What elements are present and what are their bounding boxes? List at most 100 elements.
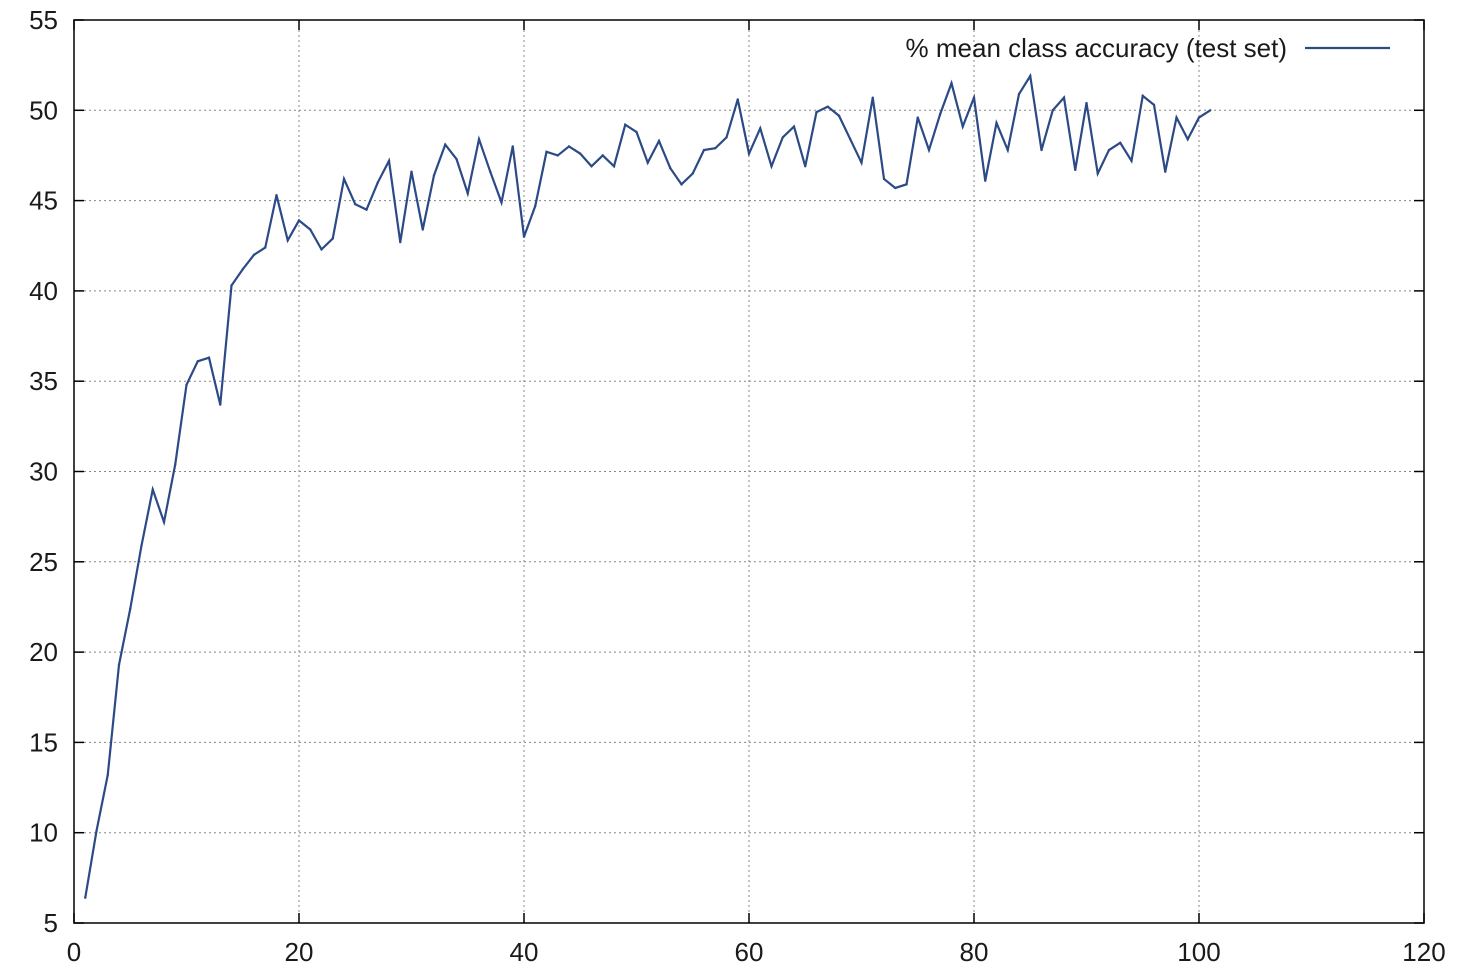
data-point: [129, 607, 132, 610]
data-point: [725, 136, 728, 139]
data-point: [117, 663, 121, 666]
data-point: [657, 139, 661, 143]
data-point: [905, 183, 908, 186]
data-point: [1175, 116, 1178, 119]
data-point: [579, 152, 582, 155]
data-point: [601, 154, 604, 157]
data-point: [939, 112, 942, 116]
data-point: [714, 147, 717, 150]
data-point: [792, 125, 796, 128]
data-point: [770, 165, 773, 168]
data-point: [1164, 170, 1167, 173]
data-point: [489, 170, 492, 173]
data-point: [894, 186, 897, 190]
y-tick-label: 20: [29, 637, 58, 667]
data-point: [500, 201, 503, 204]
data-point: [1209, 109, 1212, 112]
series-line: [84, 72, 1211, 898]
data-point: [691, 172, 694, 175]
data-point: [84, 896, 87, 899]
data-point: [219, 403, 222, 406]
data-point: [387, 159, 391, 163]
data-point: [1029, 74, 1032, 78]
data-point: [646, 161, 649, 164]
data-point: [545, 150, 548, 154]
data-point: [567, 145, 571, 148]
data-point: [759, 127, 762, 130]
data-point: [151, 488, 154, 491]
data-point: [849, 138, 852, 141]
y-tick-label: 55: [29, 5, 58, 35]
data-point: [871, 96, 874, 99]
data-point: [331, 237, 334, 240]
data-point: [995, 121, 998, 125]
data-point: [972, 96, 976, 99]
data-point: [376, 181, 379, 184]
data-point: [252, 253, 256, 256]
data-point: [837, 114, 841, 117]
data-point: [320, 248, 323, 251]
data-point: [174, 463, 177, 466]
data-point: [1051, 109, 1054, 112]
data-point: [140, 544, 143, 547]
data-point: [747, 152, 751, 155]
data-point: [1040, 148, 1043, 152]
data-point: [635, 130, 638, 134]
data-point: [882, 177, 886, 181]
data-point: [230, 284, 233, 287]
data-point: [207, 356, 211, 359]
data-point: [950, 82, 953, 85]
x-tick-label: 80: [960, 937, 989, 967]
data-point: [455, 157, 458, 161]
data-point: [95, 829, 98, 833]
data-point: [624, 123, 627, 126]
data-point: [1119, 141, 1122, 145]
data-point: [534, 204, 537, 208]
data-point: [421, 228, 424, 231]
data-point: [342, 177, 346, 181]
y-tick-label: 15: [29, 727, 58, 757]
x-tick-label: 120: [1402, 937, 1445, 967]
data-point: [1107, 148, 1111, 152]
y-tick-label: 25: [29, 547, 58, 577]
y-tick-label: 10: [29, 818, 58, 848]
data-point: [1062, 96, 1066, 99]
y-tick-label: 30: [29, 457, 58, 487]
data-point: [522, 235, 526, 238]
x-tick-label: 100: [1177, 937, 1220, 967]
data-point: [612, 165, 616, 168]
data-point: [916, 116, 919, 119]
data-point: [162, 520, 166, 524]
y-tick-label: 5: [44, 908, 58, 938]
data-point: [702, 148, 706, 152]
data-point: [185, 383, 188, 387]
y-tick-label: 50: [29, 95, 58, 125]
x-tick-label: 0: [67, 937, 81, 967]
data-point: [669, 166, 672, 170]
x-tick-label: 40: [510, 937, 539, 967]
data-point: [680, 183, 683, 186]
data-point: [106, 773, 109, 777]
data-point: [860, 161, 863, 164]
grid-layer: [74, 20, 1424, 923]
data-point: [511, 145, 514, 148]
data-point: [365, 208, 368, 211]
data-point: [984, 179, 987, 182]
data-point: [466, 192, 469, 195]
data-point: [477, 138, 481, 141]
data-point: [815, 110, 818, 114]
data-point: [590, 165, 593, 168]
data-point: [781, 136, 784, 139]
data-point: [354, 203, 357, 206]
data-point: [927, 148, 931, 152]
data-point: [1152, 103, 1156, 107]
data-point: [1017, 92, 1021, 96]
data-point: [275, 193, 278, 197]
data-point: [826, 105, 829, 108]
data-point: [1096, 172, 1099, 175]
data-point: [241, 268, 244, 271]
y-tick-label: 35: [29, 366, 58, 396]
data-point: [444, 143, 447, 146]
